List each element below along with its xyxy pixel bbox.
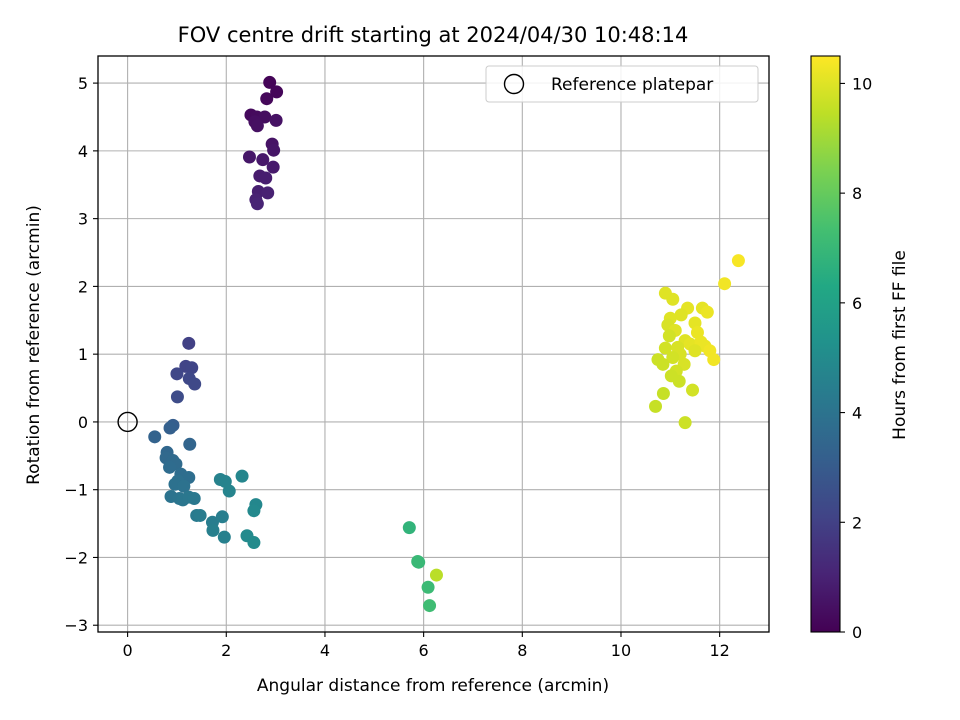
x-tick-label: 6 [419,641,429,660]
data-point [183,437,197,451]
legend: Reference platepar [485,65,759,103]
data-point [666,292,680,306]
legend-reference-marker [503,73,525,95]
colorbar-ticks: 0 2 4 6 8 10 [840,74,872,642]
y-tick-label: 4 [78,142,88,161]
data-point [686,383,700,397]
data-point [188,377,202,391]
data-point [258,110,272,124]
data-point [429,568,443,582]
data-point [700,305,714,319]
data-point [182,336,196,350]
x-tick-label: 0 [123,641,133,660]
data-point [270,85,284,99]
data-point [688,344,702,358]
data-point [177,479,191,493]
data-point [250,197,264,211]
y-tick-label: 1 [78,345,88,364]
data-point [672,374,686,388]
legend-box [485,65,759,103]
data-point [269,113,283,127]
y-tick-label: −2 [64,548,88,567]
data-point [423,599,437,613]
data-point [185,361,199,375]
x-axis-label: Angular distance from reference (arcmin) [257,676,609,696]
reference-platepar-marker [117,411,138,433]
colorbar-tick-label: 2 [852,513,862,532]
data-point [170,390,184,404]
data-point [674,308,688,322]
chart-title: FOV centre drift starting at 2024/04/30 … [178,23,689,47]
data-point [193,508,207,522]
data-point [148,430,162,444]
colorbar-label: Hours from first FF file [890,250,910,440]
reference-marker-layer [117,411,138,433]
data-point [411,555,425,569]
colorbar-tick-label: 6 [852,294,862,313]
x-axis-ticks: 0 2 4 6 8 10 12 [123,632,730,660]
data-point [421,580,435,594]
data-point [235,469,249,483]
data-point [222,484,236,498]
data-point [187,492,201,506]
grid-lines [98,56,769,632]
data-point [666,351,680,365]
y-tick-label: −3 [64,616,88,635]
data-point [217,530,231,544]
plot-frame [97,55,770,633]
data-point [206,523,220,537]
data-point [649,399,663,413]
y-axis-label: Rotation from reference (arcmin) [24,205,44,485]
data-point [402,521,416,535]
scatter-points [148,75,745,613]
data-point [170,367,184,381]
data-point [656,386,670,400]
colorbar-tick-label: 8 [852,184,862,203]
data-point [247,536,261,550]
colorbar-tick-label: 0 [852,623,862,642]
colorbar [810,55,841,633]
data-point [163,460,177,474]
data-point [215,510,229,524]
colorbar-tick-label: 4 [852,404,862,423]
data-point [678,416,692,430]
x-tick-label: 10 [611,641,631,660]
y-tick-label: 3 [78,210,88,229]
data-point [261,186,275,200]
y-axis-ticks: −3 −2 −1 0 1 2 3 4 5 [64,74,98,635]
data-point [260,92,274,106]
data-point [267,143,281,157]
data-point [707,353,721,367]
data-point [731,254,745,268]
x-tick-label: 4 [320,641,330,660]
x-tick-label: 12 [709,641,729,660]
data-point [250,119,264,133]
data-point [266,160,280,174]
y-tick-label: 2 [78,277,88,296]
data-point [247,504,261,518]
y-tick-label: −1 [64,481,88,500]
x-tick-label: 2 [221,641,231,660]
data-point [256,153,270,167]
data-point [662,329,676,343]
data-point [658,341,672,355]
data-point [718,277,732,291]
y-tick-label: 0 [78,413,88,432]
data-point [259,171,273,185]
legend-entry-reference-platepar: Reference platepar [551,75,713,95]
data-point [656,357,670,371]
y-tick-label: 5 [78,74,88,93]
data-point [163,421,177,435]
colorbar-tick-label: 10 [852,74,872,93]
data-point [242,150,256,164]
data-point [263,75,277,89]
x-tick-label: 8 [517,641,527,660]
